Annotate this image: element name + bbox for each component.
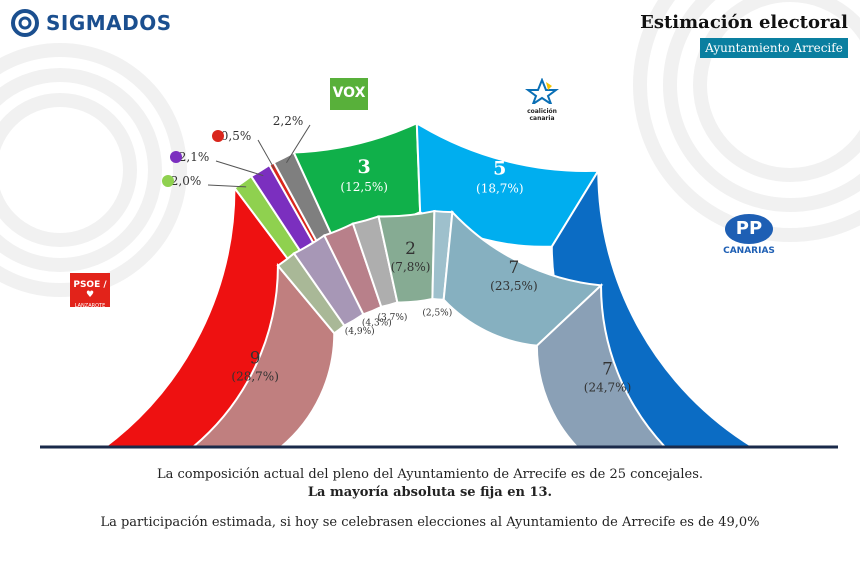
leader-line — [257, 139, 275, 170]
inner-small-percent-label: (2,5%) — [422, 307, 452, 318]
inner-percent-label: (7,8%) — [391, 260, 431, 274]
decor-ring — [693, 0, 860, 182]
pp-logo: PP CANARIAS — [722, 214, 776, 264]
decor-ring — [663, 0, 860, 212]
psoe-logo-text: PSOE / ♥ — [73, 280, 107, 300]
data-labels: 829,5%2,0%2,1%0,5%2,2%3(12,5%)5(18,7%)9(… — [160, 114, 697, 394]
outer-seat-label: 9 — [666, 291, 679, 313]
inner-ring-segment — [276, 251, 346, 335]
outer-percent-label: (32,5%) — [649, 315, 696, 329]
leader-line — [215, 160, 264, 177]
footer-composition: La composición actual del pleno del Ayun… — [156, 467, 704, 482]
leader-line — [207, 184, 247, 188]
vox-logo: VOX — [330, 78, 368, 110]
background-decoration — [0, 0, 860, 297]
inner-seat-label: 2 — [405, 239, 416, 259]
cc-star-icon — [525, 77, 559, 107]
inner-percent-label: (28,7%) — [231, 370, 278, 384]
cc-logo: coalición canaria — [522, 77, 562, 122]
orange-party-icon — [212, 130, 224, 142]
purple-party-icon — [170, 151, 182, 163]
page-title: Estimación electoral — [640, 12, 848, 33]
inner-ring-segment — [377, 209, 436, 304]
outer-ring-segment — [415, 121, 601, 248]
inner-ring-segment — [292, 233, 365, 327]
outer-small-percent-label: 2,1% — [179, 150, 210, 164]
outer-small-percent-label: 2,0% — [171, 174, 202, 188]
sigmados-logo-icon — [11, 9, 39, 37]
decor-ring — [0, 68, 162, 272]
decor-ring — [633, 0, 860, 242]
brand: SIGMADOS — [10, 8, 172, 38]
vox-logo-text: VOX — [332, 85, 366, 101]
outer-small-percent-label: 2,2% — [273, 114, 304, 128]
green-party-icon — [162, 175, 174, 187]
inner-small-percent-label: (3,7%) — [378, 312, 408, 323]
decor-ring — [0, 93, 137, 247]
footer-turnout: La participación estimada, si hoy se cel… — [100, 515, 760, 530]
outer-percent-label: (12,5%) — [340, 180, 387, 194]
footer-majority: La mayoría absoluta se fija en 13. — [307, 485, 553, 500]
inner-ring-segment — [535, 283, 668, 448]
outer-seat-label: 8 — [172, 303, 185, 325]
outer-percent-label: 29,5% — [160, 327, 198, 341]
leader-lines — [207, 124, 311, 188]
pp-logo-text: PP — [735, 218, 763, 239]
cc-logo-text: coalición canaria — [527, 108, 557, 122]
inner-seat-label: 7 — [602, 359, 613, 379]
inner-small-percent-label: (4,9%) — [345, 326, 375, 337]
page-subtitle: Ayuntamiento Arrecife — [700, 38, 848, 58]
pp-logo-mark: PP — [725, 214, 773, 244]
decor-ring — [0, 43, 187, 297]
inner-seat-label: 9 — [250, 349, 261, 369]
outer-small-percent-label: 0,5% — [221, 129, 252, 143]
outer-seat-label: 3 — [358, 156, 371, 178]
inner-percent-label: (24,7%) — [584, 380, 631, 394]
outer-percent-label: (18,7%) — [476, 182, 523, 196]
inner-percent-label: (23,5%) — [490, 279, 537, 293]
psoe-logo: PSOE / ♥ LANZAROTE — [70, 273, 110, 309]
heart-icon: ♥ — [85, 290, 95, 300]
pp-logo-sub: CANARIAS — [723, 246, 775, 256]
inner-small-percent-label: (4,3%) — [362, 317, 392, 328]
leader-line — [285, 124, 311, 164]
inner-ring-segment — [351, 215, 399, 309]
psoe-logo-sub: LANZAROTE — [74, 303, 106, 309]
inner-seat-label: 7 — [508, 258, 519, 278]
inner-ring-segment — [442, 209, 604, 347]
brand-name: SIGMADOS — [46, 11, 172, 35]
inner-ring-segment — [322, 222, 383, 316]
outer-seat-label: 5 — [493, 158, 506, 180]
